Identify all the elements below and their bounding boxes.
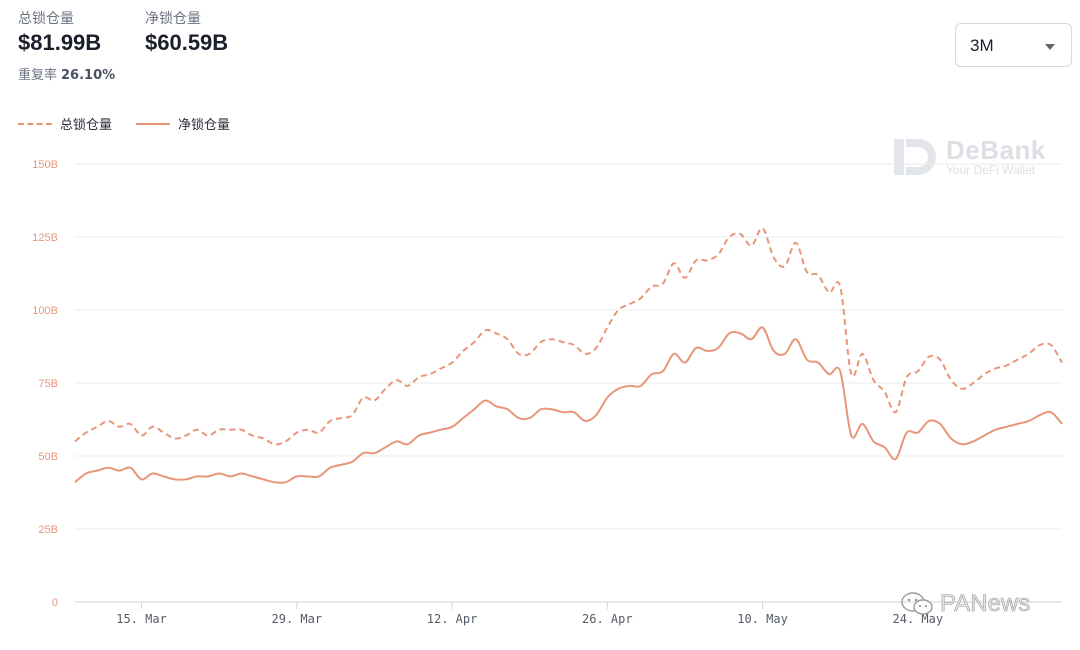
total-locked-label: 总锁仓量 bbox=[18, 11, 74, 27]
y-tick-label: 100B bbox=[32, 305, 58, 317]
overlap-rate: 重复率 26.10% bbox=[18, 64, 115, 83]
y-tick-label: 150B bbox=[32, 159, 58, 171]
wechat-icon bbox=[901, 592, 933, 615]
x-tick-label: 24. May bbox=[893, 612, 944, 626]
panews-watermark: PANews bbox=[900, 590, 1031, 618]
net-locked-value: $60.59B bbox=[145, 30, 229, 55]
debank-tagline: Your DeFi Wallet bbox=[946, 163, 1036, 177]
chevron-down-icon bbox=[1045, 44, 1055, 50]
legend-item-net[interactable]: 净锁仓量 bbox=[136, 114, 230, 133]
series-line-net bbox=[74, 326, 1063, 484]
y-tick-label: 0 bbox=[52, 597, 58, 609]
x-tick-label: 29. Mar bbox=[272, 612, 323, 626]
x-tick-label: 10. May bbox=[737, 612, 788, 626]
overlap-rate-value: 26.10% bbox=[61, 68, 116, 83]
y-tick-label: 25B bbox=[38, 524, 58, 536]
series-line-total bbox=[74, 227, 1063, 446]
y-tick-label: 50B bbox=[38, 451, 58, 463]
legend-label-total: 总锁仓量 bbox=[60, 118, 113, 133]
debank-logo-icon bbox=[894, 139, 936, 175]
legend-solid-swatch bbox=[136, 122, 171, 125]
x-tick-label: 15. Mar bbox=[116, 612, 167, 626]
legend-dashed-swatch bbox=[18, 122, 52, 125]
net-locked-stat: 净锁仓量 $60.59B bbox=[145, 10, 228, 57]
legend-item-total[interactable]: 总锁仓量 bbox=[18, 114, 112, 133]
x-tick-label: 26. Apr bbox=[582, 612, 633, 626]
debank-watermark: DeBank Your DeFi Wallet bbox=[946, 136, 1046, 177]
panews-label: PANews bbox=[940, 590, 1031, 618]
chart-legend: 总锁仓量 净锁仓量 bbox=[18, 114, 254, 133]
legend-label-net: 净锁仓量 bbox=[178, 118, 231, 133]
y-tick-label: 125B bbox=[32, 232, 58, 244]
net-locked-label: 净锁仓量 bbox=[145, 11, 201, 27]
time-range-value: 3M bbox=[970, 36, 994, 55]
debank-brand: DeBank bbox=[946, 135, 1046, 165]
x-tick-label: 12. Apr bbox=[427, 612, 478, 626]
time-range-select[interactable]: 3M bbox=[955, 23, 1072, 67]
y-tick-label: 75B bbox=[38, 378, 58, 390]
overlap-rate-label: 重复率 bbox=[18, 68, 58, 83]
total-locked-stat: 总锁仓量 $81.99B bbox=[18, 10, 101, 57]
total-locked-value: $81.99B bbox=[18, 30, 102, 55]
